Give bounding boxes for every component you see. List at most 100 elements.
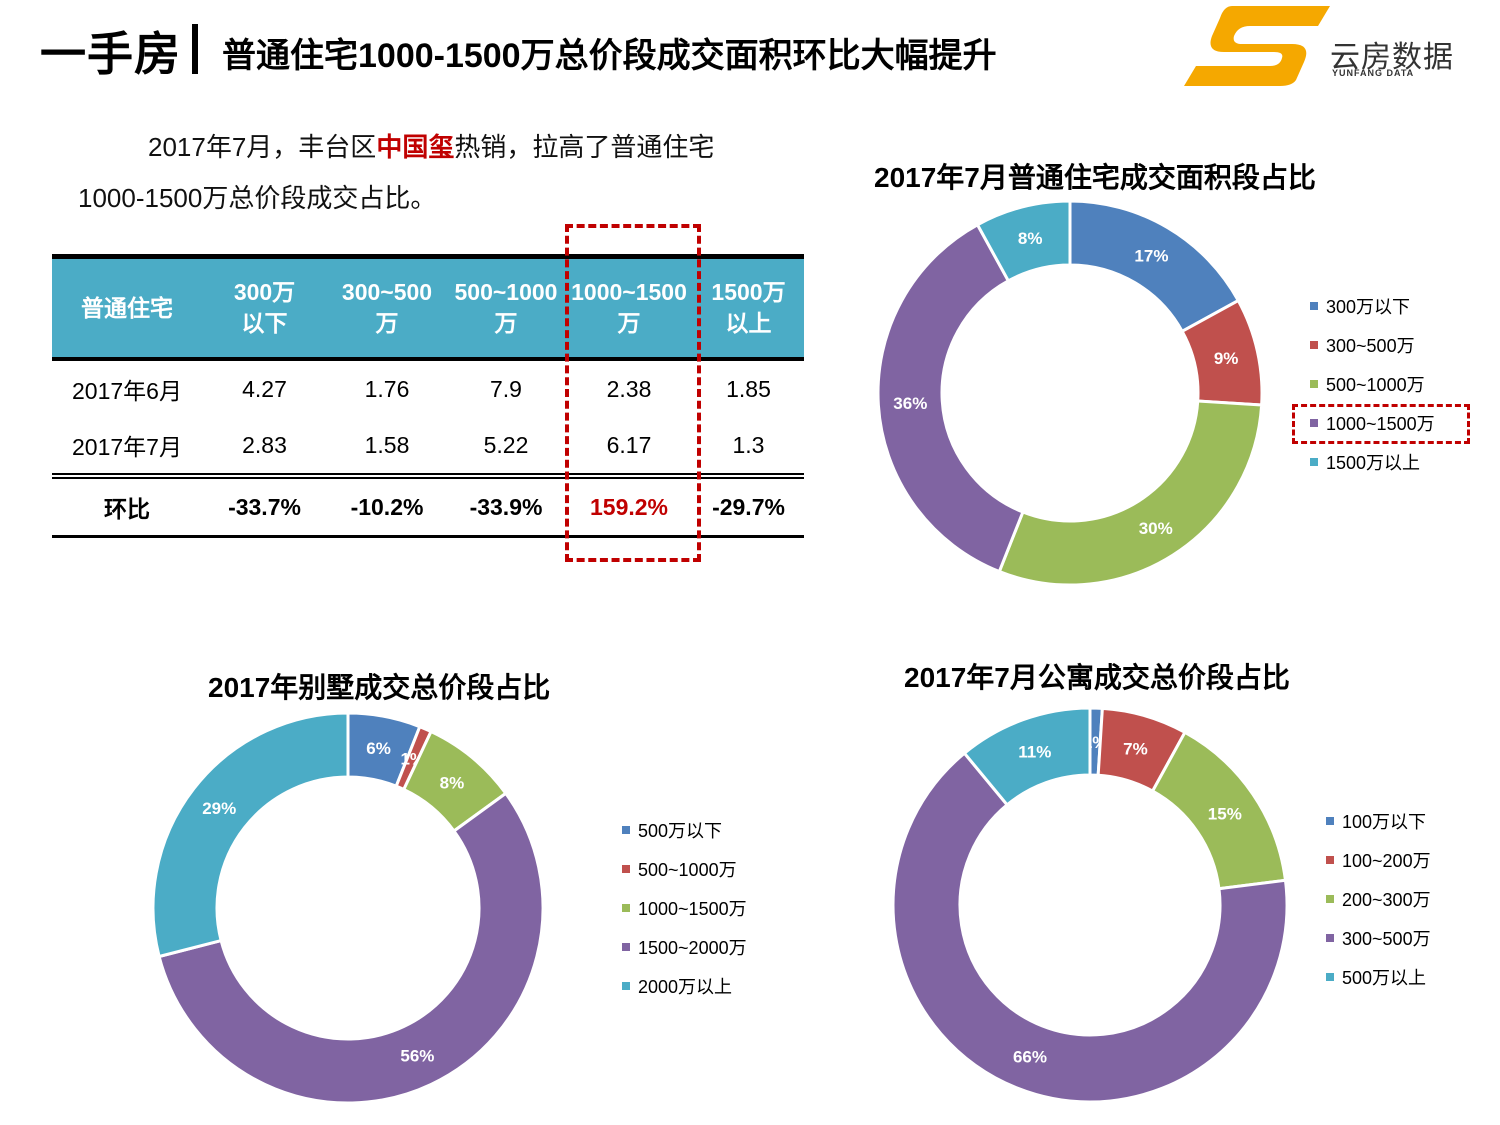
legend-swatch xyxy=(1310,341,1318,350)
page-title: 一手房 xyxy=(40,28,181,80)
table-cell: 1.3 xyxy=(693,417,804,479)
donut-slice-4 xyxy=(876,222,1025,574)
legend-label: 1500万以上 xyxy=(1326,453,1421,473)
donut-slice-5 xyxy=(975,199,1072,283)
donut-data-label: 8% xyxy=(1018,229,1043,248)
table-header-cell: 300~500 万 xyxy=(327,254,447,361)
legend-swatch xyxy=(1310,380,1318,389)
legend-label: 1000~1500万 xyxy=(1326,414,1435,434)
para-pre: 2017年7月，丰台区 xyxy=(148,132,377,162)
donut-data-label: 6% xyxy=(366,739,391,758)
legend-item: 1000~1500万 xyxy=(1310,414,1435,453)
summary-paragraph: 2017年7月，丰台区中国玺热销，拉高了普通住宅1000-1500万总价段成交占… xyxy=(78,122,778,224)
donut-data-label: 66% xyxy=(1013,1048,1047,1067)
table-cell: 2.38 xyxy=(606,375,652,402)
chart2-legend: 500万以下 500~1000万 1000~1500万 1500~2000万 2000万… xyxy=(622,821,747,1016)
legend-label: 2000万以上 xyxy=(638,977,733,997)
legend-label: 500万以上 xyxy=(1342,968,1427,988)
donut-data-label: 9% xyxy=(1214,349,1239,368)
table-header-cell: 1500万 以上 xyxy=(693,254,804,361)
legend-highlight-box xyxy=(1292,404,1470,444)
page-subtitle: 普通住宅1000-1500万总价段成交面积环比大幅提升 xyxy=(222,37,997,75)
legend-item: 200~300万 xyxy=(1326,890,1431,929)
donut-data-label: 36% xyxy=(893,394,927,413)
table-cell: 5.22 xyxy=(447,417,565,479)
table-cell: 环比 xyxy=(52,476,202,538)
legend-item: 500~1000万 xyxy=(1310,375,1435,414)
donut-data-label: 11% xyxy=(1018,743,1051,762)
legend-swatch xyxy=(1310,458,1318,467)
table-row: 2017年7月 2.83 1.58 5.22 6.17 1.3 xyxy=(52,417,804,479)
legend-item: 1500~2000万 xyxy=(622,938,747,977)
donut-data-label: 17% xyxy=(1134,246,1168,265)
legend-item: 100~200万 xyxy=(1326,851,1431,890)
donut-slice-1 xyxy=(1068,199,1241,334)
legend-item: 500万以下 xyxy=(622,821,747,860)
legend-swatch xyxy=(1310,419,1318,428)
table-header-cell: 普通住宅 xyxy=(52,254,202,361)
chart2-donut: 6%1%8%56%29% xyxy=(151,711,545,1105)
price-segment-table: 普通住宅 300万 以下 300~500 万 500~1000 万 1000~1500… xyxy=(52,254,804,538)
legend-item: 300~500万 xyxy=(1310,336,1435,375)
legend-label: 500万以下 xyxy=(638,821,723,841)
legend-label: 100万以下 xyxy=(1342,812,1427,832)
donut-slice-4 xyxy=(157,791,545,1105)
legend-label: 500~1000万 xyxy=(638,860,737,880)
chart3-donut: 1% 7%15%66%11% xyxy=(891,706,1289,1104)
chart1-title: 2017年7月普通住宅成交面积段占比 xyxy=(874,162,1316,193)
legend-item: 1500万以上 xyxy=(1310,453,1435,492)
legend-item: 300~500万 xyxy=(1326,929,1431,968)
legend-swatch xyxy=(622,865,630,874)
donut-slice-3 xyxy=(997,399,1264,587)
donut-data-label: 7% xyxy=(1123,739,1148,758)
legend-label: 200~300万 xyxy=(1342,890,1431,910)
legend-swatch xyxy=(1326,973,1334,982)
table-cell: 7.9 xyxy=(490,375,522,402)
table-cell: -33.7% xyxy=(202,476,327,538)
legend-item: 500万以上 xyxy=(1326,968,1431,1007)
donut-slice-5 xyxy=(962,706,1092,807)
legend-item: 300万以下 xyxy=(1310,297,1435,336)
donut-slice-5 xyxy=(151,711,350,959)
table-row: 2017年6月 4.27 1.76 7.9 2.38 1.85 xyxy=(52,359,804,417)
legend-swatch xyxy=(1326,895,1334,904)
chart1-legend: 300万以下 300~500万 500~1000万 1000~1500万 1500万以上 xyxy=(1310,297,1435,492)
table-cell: 2.83 xyxy=(202,417,327,479)
legend-item: 500~1000万 xyxy=(622,860,747,899)
table-cell: 1.76 xyxy=(364,375,410,402)
chart2-title: 2017年别墅成交总价段占比 xyxy=(208,672,551,703)
legend-label: 100~200万 xyxy=(1342,851,1431,871)
table-cell: -33.9% xyxy=(447,476,565,538)
legend-label: 300~500万 xyxy=(1326,336,1415,356)
logo-text: 云房数据 xyxy=(1330,41,1454,74)
donut-data-label: 30% xyxy=(1139,519,1173,538)
para-highlight: 中国玺 xyxy=(376,132,455,162)
table-cell: -29.7% xyxy=(693,476,804,538)
table-cell: 1.85 xyxy=(726,375,771,402)
legend-swatch xyxy=(622,943,630,952)
legend-swatch xyxy=(622,982,630,991)
legend-swatch xyxy=(1326,856,1334,865)
legend-swatch xyxy=(622,904,630,913)
chart1-donut: 17% 9% 30% 36% 8% xyxy=(876,199,1264,587)
title-divider xyxy=(192,24,198,74)
donut-data-label: 15% xyxy=(1208,804,1242,823)
legend-label: 300万以下 xyxy=(1326,297,1411,317)
table-cell: 2017年6月 xyxy=(72,378,182,404)
legend-label: 1500~2000万 xyxy=(638,938,747,958)
legend-item: 1000~1500万 xyxy=(622,899,747,938)
donut-slice-4 xyxy=(891,751,1289,1104)
legend-item: 2000万以上 xyxy=(622,977,747,1016)
legend-label: 500~1000万 xyxy=(1326,375,1425,395)
table-cell-highlight: 159.2% xyxy=(565,476,693,538)
logo-subtext: YUNFANG DATA xyxy=(1332,68,1415,78)
table-cell: 6.17 xyxy=(565,417,693,479)
legend-swatch xyxy=(622,826,630,835)
highlight-dashed-box xyxy=(565,224,701,562)
chart3-title: 2017年7月公寓成交总价段占比 xyxy=(904,662,1290,693)
para-post: 热销，拉高了普通住宅1000-1500万总价段成交占比。 xyxy=(78,132,715,213)
legend-item: 100万以下 xyxy=(1326,812,1431,851)
table-header-cell: 500~1000 万 xyxy=(447,254,565,361)
donut-data-label: 8% xyxy=(440,773,465,792)
chart3-legend: 100万以下 100~200万 200~300万 300~500万 500万以上 xyxy=(1326,812,1431,1007)
